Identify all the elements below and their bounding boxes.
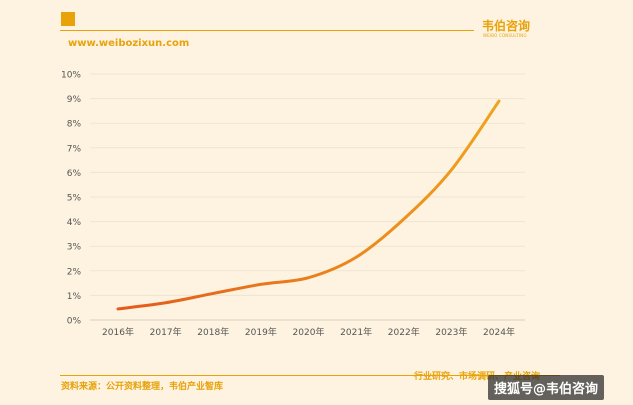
footer-divider [60,375,560,376]
site-url: www.weibozixun.com [68,38,190,49]
x-tick-label: 2022年 [388,326,420,338]
x-tick-label: 2017年 [150,326,182,338]
x-tick-label: 2023年 [435,326,467,338]
brand-subtitle: WEIBO CONSULTING [483,33,527,38]
y-tick-label: 4% [67,218,82,228]
y-tick-label: 2% [67,267,82,277]
footer-tags: 行业研究、市场调研、产业咨询 [414,372,541,382]
y-tick-label: 8% [67,120,82,130]
watermark-badge: 搜狐号@韦伯咨询 [488,375,605,400]
y-tick-label: 9% [67,95,82,105]
brand-name: 韦伯咨询 [482,19,531,33]
source-note: 资料来源：公开资料整理，韦伯产业智库 [61,382,224,392]
grid-lines [90,73,525,321]
y-tick-label: 7% [67,144,82,154]
header-divider [60,30,474,31]
series-line [116,99,501,311]
brand-square-icon [61,12,75,26]
x-tick-label: 2024年 [483,326,515,338]
x-tick-label: 2018年 [197,326,229,338]
x-tick-label: 2020年 [293,326,325,338]
axis-labels: 0% 1% 2% 3% 4% 5% 6% 7% 8% 9% 10% 2016年 2017年 2018年 20… [61,71,515,339]
y-tick-label: 0% [67,317,82,327]
x-tick-label: 2021年 [340,326,372,338]
y-tick-label: 3% [67,243,82,253]
y-tick-label: 5% [67,194,82,204]
y-tick-label: 1% [67,292,82,302]
x-tick-label: 2016年 [102,326,134,338]
y-tick-label: 10% [61,71,81,81]
x-tick-label: 2019年 [245,326,277,338]
y-tick-label: 6% [67,169,82,179]
